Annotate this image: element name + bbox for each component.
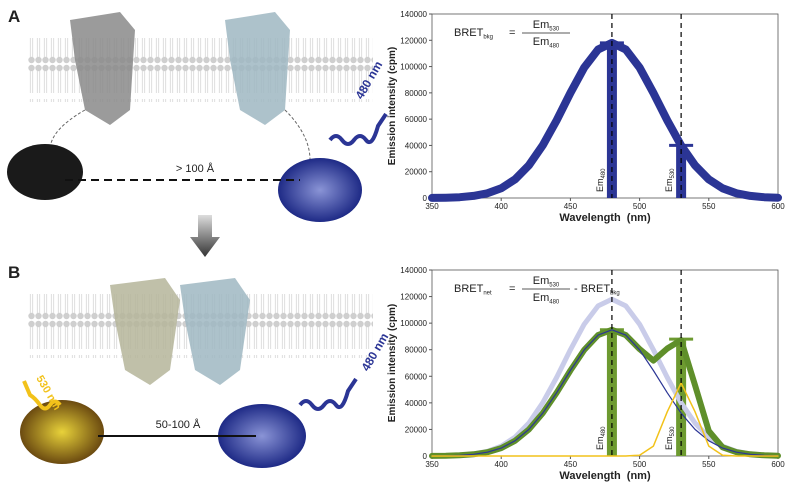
y-axis-label: Emission intensity (cpm) <box>387 47 398 165</box>
x-tick-label: 550 <box>702 202 716 211</box>
y-tick-label: 100000 <box>400 319 427 328</box>
x-axis-label: Wavelength (nm) <box>559 470 651 482</box>
formula-den: Em480 <box>533 36 560 50</box>
bar-label: Em480 <box>595 426 607 450</box>
transition-arrow <box>190 215 220 257</box>
formula-num-sub: 530 <box>549 27 560 33</box>
y-tick-label: 140000 <box>400 266 427 275</box>
formula-den-sub: 480 <box>549 300 560 306</box>
y-axis-label: Emission intensity (cpm) <box>387 304 398 422</box>
donor-protein <box>278 158 362 222</box>
x-tick-label: 350 <box>425 202 439 211</box>
bar-label: Em530 <box>664 426 676 450</box>
series-line <box>428 38 782 202</box>
formula-lhs-sub: bkg <box>483 35 493 41</box>
formula-den: Em480 <box>533 292 560 306</box>
linker <box>49 109 86 151</box>
formula-num-text: Em <box>533 19 550 31</box>
formula-lhs-sub: net <box>483 291 492 297</box>
x-tick-label: 500 <box>633 460 647 469</box>
panel-a-diagram: > 100 Å 480 nm A <box>7 7 388 257</box>
bar-label-sub: 480 <box>601 426 607 437</box>
formula-eq: = <box>509 27 515 39</box>
bar-label: Em530 <box>664 168 676 192</box>
x-axis-label: Wavelength (nm) <box>559 212 651 224</box>
y-tick-label: 40000 <box>405 399 428 408</box>
y-tick-label: 40000 <box>405 141 428 150</box>
formula-num-sub: 530 <box>549 283 560 289</box>
bar-label-sub: 530 <box>670 168 676 179</box>
bar <box>606 329 617 456</box>
receptor <box>70 12 135 125</box>
y-tick-label: 120000 <box>400 293 427 302</box>
x-tick-label: 400 <box>495 202 509 211</box>
bar-label-text: Em <box>595 437 605 451</box>
panel-b-diagram: 50-100 Å 480 nm 530 nm B <box>8 263 391 468</box>
series-line <box>431 382 779 457</box>
formula-eq: = <box>509 283 515 295</box>
distance-label: 50-100 Å <box>156 418 201 431</box>
formula-rest: - BRETbkg <box>574 283 620 297</box>
donor-protein <box>218 404 306 468</box>
x-tick-label: 400 <box>495 460 509 469</box>
bar-label-sub: 530 <box>670 426 676 437</box>
formula-rest-text: - BRET <box>574 283 610 295</box>
y-tick-label: 60000 <box>405 115 428 124</box>
x-tick-label: 550 <box>702 460 716 469</box>
emission-wave <box>22 380 62 411</box>
bar-label-text: Em <box>664 179 674 193</box>
formula-den-text: Em <box>533 292 550 304</box>
bar-label: Em480 <box>595 168 607 192</box>
y-tick-label: 80000 <box>405 346 428 355</box>
formula-den-sub: 480 <box>549 44 560 50</box>
bar-label-sub: 480 <box>601 168 607 179</box>
linker <box>284 109 311 161</box>
y-tick-label: 0 <box>423 452 428 461</box>
plot-frame <box>431 13 779 199</box>
panel-label: B <box>8 263 20 282</box>
receptor <box>225 12 290 125</box>
y-tick-label: 80000 <box>405 89 428 98</box>
formula-num: Em530 <box>533 275 560 289</box>
x-tick-label: 450 <box>564 460 578 469</box>
y-tick-label: 140000 <box>400 10 427 19</box>
distance-label: > 100 Å <box>176 162 215 175</box>
series-line <box>431 329 779 457</box>
bar <box>606 42 617 198</box>
acceptor-protein <box>7 144 83 200</box>
y-tick-label: 20000 <box>405 168 428 177</box>
acceptor-protein <box>20 400 104 464</box>
y-tick-label: 100000 <box>400 63 427 72</box>
formula-lhs-text: BRET <box>454 27 484 39</box>
x-tick-label: 600 <box>771 460 785 469</box>
y-tick-label: 0 <box>423 194 428 203</box>
bar-label-text: Em <box>595 179 605 193</box>
formula-num-text: Em <box>533 275 550 287</box>
bar-label-text: Em <box>664 437 674 451</box>
formula-rest-sub: bkg <box>610 291 620 297</box>
x-tick-label: 500 <box>633 202 647 211</box>
y-tick-label: 60000 <box>405 372 428 381</box>
panel-label: A <box>8 7 20 26</box>
y-tick-label: 120000 <box>400 36 427 45</box>
formula-num: Em530 <box>533 19 560 33</box>
receptor <box>180 278 250 385</box>
formula-lhs-text: BRET <box>454 283 484 295</box>
formula-lhs: BRETbkg <box>454 27 493 41</box>
emission-wave <box>298 377 358 411</box>
x-tick-label: 600 <box>771 202 785 211</box>
y-tick-label: 20000 <box>405 425 428 434</box>
x-tick-label: 350 <box>425 460 439 469</box>
x-tick-label: 450 <box>564 202 578 211</box>
receptor <box>110 278 180 385</box>
formula-den-text: Em <box>533 36 550 48</box>
formula-lhs: BRETnet <box>454 283 492 297</box>
emission-wave <box>328 112 388 146</box>
